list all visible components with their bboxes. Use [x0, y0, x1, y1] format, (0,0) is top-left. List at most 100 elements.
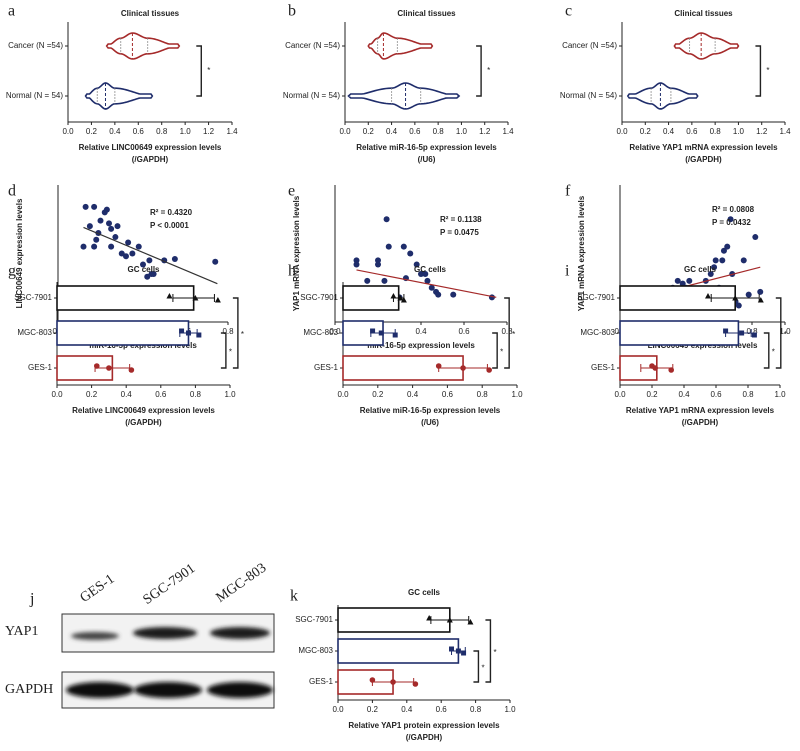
point — [724, 243, 731, 250]
x-tick-label: 0.6 — [436, 705, 448, 714]
significance-label: * — [784, 330, 787, 339]
point — [214, 297, 221, 303]
x-axis-label: Relative YAP1 protein expression levels — [348, 721, 500, 730]
annotation: P = 0.0475 — [440, 228, 479, 237]
significance-label: * — [487, 66, 490, 75]
violin — [105, 32, 181, 60]
point — [412, 681, 419, 687]
x-tick-label: 0.8 — [501, 327, 513, 336]
significance-label: * — [229, 348, 232, 357]
point — [353, 257, 360, 264]
band — [134, 682, 202, 698]
lane-label: GES-1 — [78, 572, 118, 606]
point — [166, 293, 173, 299]
y-tick-label: GES-1 — [591, 363, 616, 372]
y-tick-label: Cancer (N =54) — [8, 41, 63, 50]
point — [375, 257, 381, 264]
trend-line — [356, 269, 497, 298]
x-axis-label: Relative YAP1 mRNA expression levels — [629, 143, 778, 152]
point — [455, 648, 461, 654]
panel-letter: b — [288, 3, 296, 20]
band — [71, 632, 119, 640]
point — [369, 677, 376, 683]
point — [385, 243, 392, 250]
x-tick-label: 1.0 — [180, 127, 192, 136]
y-tick-label: Normal (N = 54) — [283, 91, 340, 100]
point — [422, 271, 429, 278]
lane-label: SGC-7901 — [141, 561, 199, 608]
western-blot: j GES-1 SGC-7901 MGC-803 YAP1 GAPDH — [5, 561, 275, 709]
x-tick-label: 0.4 — [386, 127, 398, 136]
band — [133, 627, 197, 639]
point — [707, 271, 714, 278]
point — [171, 255, 178, 262]
point — [114, 223, 121, 230]
point — [128, 367, 135, 373]
point — [751, 332, 757, 338]
point — [196, 332, 202, 338]
x-tick-label: 1.2 — [479, 127, 491, 136]
x-axis-label: Relative miR-16-5p expression levels — [360, 406, 501, 415]
significance-bracket — [492, 332, 498, 369]
panel-letter: d — [8, 183, 16, 200]
point — [449, 646, 455, 652]
significance-bracket — [476, 45, 482, 97]
x-tick-label: 0.8 — [477, 390, 489, 399]
x-tick-label: 0.2 — [86, 127, 98, 136]
x-axis-label: (/GAPDH) — [132, 155, 169, 164]
point — [752, 234, 759, 241]
x-tick-label: 0.0 — [337, 390, 349, 399]
y-tick-label: GES-1 — [309, 677, 334, 686]
point — [426, 615, 433, 621]
significance-bracket — [220, 332, 227, 369]
point — [652, 365, 658, 371]
x-tick-label: 0.0 — [62, 127, 74, 136]
x-tick-label: 1.0 — [733, 127, 745, 136]
point — [745, 291, 752, 298]
y-tick-label: GES-1 — [314, 363, 339, 372]
chart-title: Clinical tissues — [121, 9, 180, 18]
x-tick-label: 0.4 — [663, 127, 675, 136]
error-bar — [172, 294, 215, 302]
y-axis-label: YAP1 mRNA expression levels — [577, 195, 586, 311]
point — [719, 257, 726, 264]
significance-label: * — [500, 348, 503, 357]
significance-bracket — [504, 297, 510, 369]
significance-bracket — [196, 45, 202, 97]
point — [390, 293, 397, 299]
point — [467, 619, 474, 625]
x-tick-label: 0.6 — [442, 390, 454, 399]
point — [93, 363, 100, 369]
point — [91, 203, 98, 210]
chart-title: Clinical tissues — [674, 9, 733, 18]
bar — [619, 320, 740, 346]
x-tick-label: 0.4 — [678, 390, 690, 399]
point — [129, 250, 136, 257]
bar — [337, 669, 394, 695]
point — [450, 291, 457, 298]
x-tick-label: 0.2 — [367, 705, 379, 714]
x-axis-label: Relative YAP1 mRNA expression levels — [626, 406, 775, 415]
significance-bracket — [775, 297, 782, 369]
point — [418, 271, 424, 278]
point — [125, 239, 132, 246]
x-tick-label: 0.6 — [133, 127, 145, 136]
point — [712, 257, 719, 264]
x-tick-label: 1.0 — [456, 127, 468, 136]
point — [461, 650, 467, 656]
significance-label: * — [512, 330, 515, 339]
point — [711, 264, 718, 271]
panel-letter: g — [8, 263, 16, 280]
x-axis-label: (/U6) — [421, 418, 439, 427]
y-tick-label: SGC-7901 — [577, 293, 615, 302]
x-tick-label: 0.6 — [458, 327, 470, 336]
point — [364, 277, 371, 284]
x-tick-label: 1.4 — [226, 127, 238, 136]
point — [80, 243, 87, 250]
x-tick-label: 0.8 — [433, 127, 445, 136]
annotation: R² = 0.0808 — [712, 205, 755, 214]
point — [381, 277, 388, 284]
point — [668, 367, 674, 373]
x-tick-label: 0.4 — [415, 327, 427, 336]
y-tick-label: GES-1 — [28, 363, 53, 372]
